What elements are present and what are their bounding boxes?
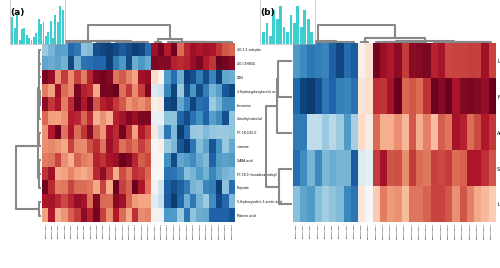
Bar	[45, 36, 47, 44]
Bar	[293, 23, 296, 44]
Bar	[33, 37, 35, 44]
Bar	[26, 35, 28, 44]
Bar	[60, 6, 61, 44]
Bar	[18, 40, 20, 44]
Bar	[24, 28, 26, 44]
Bar	[57, 21, 59, 44]
Bar	[16, 14, 18, 44]
Bar	[28, 38, 30, 44]
Bar	[266, 23, 268, 44]
Bar	[269, 36, 272, 44]
Bar	[40, 24, 42, 44]
Bar	[279, 6, 282, 44]
Bar	[38, 20, 40, 44]
Bar	[310, 32, 313, 44]
Bar	[296, 6, 299, 44]
Bar	[276, 19, 278, 44]
Bar	[304, 10, 306, 44]
Bar	[42, 23, 44, 44]
Bar	[307, 19, 310, 44]
Bar	[30, 40, 32, 44]
Bar	[52, 38, 54, 44]
Text: (b): (b)	[260, 8, 274, 17]
Bar	[14, 28, 16, 44]
Bar	[282, 27, 286, 44]
Bar	[290, 15, 292, 44]
Bar	[50, 21, 51, 44]
Bar	[12, 17, 14, 44]
Bar	[272, 10, 275, 44]
Bar	[54, 15, 56, 44]
Text: (a): (a)	[10, 8, 24, 17]
Bar	[21, 29, 23, 44]
Bar	[300, 27, 302, 44]
Bar	[36, 33, 38, 44]
Bar	[262, 32, 265, 44]
Bar	[62, 10, 64, 44]
Bar	[286, 32, 289, 44]
Bar	[48, 32, 49, 44]
